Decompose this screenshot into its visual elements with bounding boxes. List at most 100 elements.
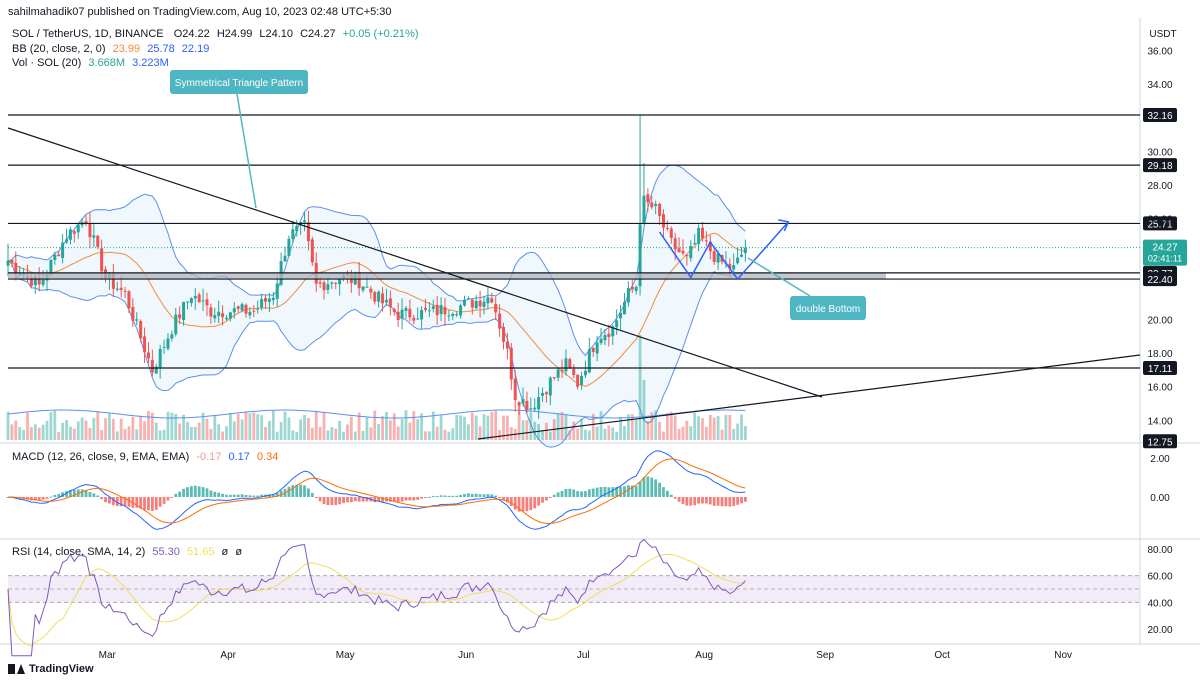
macd-histogram-bar	[115, 497, 119, 507]
level-label: 17.11	[1148, 364, 1173, 375]
macd-y-tick-label: 2.00	[1150, 454, 1170, 465]
candle-body	[607, 333, 611, 338]
macd-histogram-bar	[119, 497, 123, 507]
macd-histogram-bar	[521, 497, 525, 512]
candle-body	[357, 272, 361, 289]
candle-body	[408, 308, 412, 318]
candle-body	[455, 314, 459, 316]
candle-body	[517, 402, 521, 406]
macd-histogram-bar	[92, 493, 96, 497]
rsi-legend: RSI (14, close, SMA, 14, 2) 55.30 51.65 …	[12, 546, 246, 558]
volume-bar	[283, 411, 287, 440]
macd-histogram-bar	[681, 497, 685, 504]
volume-ma-line	[7, 409, 746, 419]
macd-histogram-bar	[342, 497, 345, 504]
volume-bars	[6, 335, 747, 440]
volume-bar	[396, 426, 400, 440]
volume-bar	[654, 410, 658, 440]
volume-bar	[346, 424, 349, 440]
descending-trendline	[7, 127, 823, 398]
volume-bar	[435, 426, 439, 440]
macd-histogram-bar	[104, 497, 107, 503]
macd-histogram-bar	[619, 486, 622, 497]
volume-bar	[96, 411, 100, 440]
candle-body	[248, 311, 252, 316]
candle-body	[334, 282, 338, 284]
candle-body	[256, 308, 260, 310]
macd-label: MACD (12, 26, close, 9, EMA, EMA)	[12, 451, 190, 463]
candle-body	[603, 334, 607, 341]
candle-body	[232, 308, 236, 313]
volume-bar	[545, 422, 548, 440]
candle-body	[377, 291, 381, 302]
volume-bar	[232, 421, 236, 440]
candle-body	[420, 309, 424, 320]
volume-bar	[427, 431, 431, 440]
candle-body	[685, 254, 689, 257]
volume-bar	[439, 415, 443, 440]
volume-bar	[193, 427, 197, 440]
macd-histogram-bar	[41, 497, 45, 500]
price-axis: 32.1629.1825.7122.7722.4017.1112.7536.00…	[1143, 29, 1187, 636]
candle-body	[217, 311, 221, 317]
macd-histogram-bar	[154, 497, 158, 510]
volume-bar	[201, 412, 205, 440]
candle-body	[470, 299, 474, 308]
candle-body	[139, 321, 143, 339]
macd-histogram-bar	[693, 497, 697, 506]
volume-bar	[642, 380, 646, 440]
volume-bar	[408, 422, 412, 440]
macd-histogram-bar	[470, 493, 474, 497]
annotation-box	[790, 296, 866, 320]
volume-bar	[708, 414, 712, 440]
candle-body	[76, 224, 80, 233]
rsi-y-tick-label: 40.00	[1147, 598, 1172, 609]
candle-body	[84, 221, 88, 224]
volume-bar	[349, 416, 353, 440]
volume-bar	[385, 412, 388, 440]
volume-bar	[84, 420, 88, 440]
volume-bar	[307, 418, 310, 440]
volume-bar	[248, 413, 252, 440]
volume-bar	[584, 429, 587, 440]
volume-bar	[69, 426, 72, 440]
macd-histogram-bar	[431, 495, 435, 497]
volume-bar	[619, 417, 622, 440]
macd-histogram-bar	[299, 484, 303, 497]
macd-histogram-bar	[537, 497, 541, 506]
bb-legend: BB (20, close, 2, 0) 23.99 25.78 22.19	[12, 43, 213, 55]
candle-body	[447, 315, 451, 317]
volume-bar	[740, 414, 743, 440]
candle-body	[502, 326, 506, 342]
macd-histogram-bar	[697, 497, 700, 504]
macd-histogram-bar	[732, 497, 736, 507]
volume-bar	[334, 428, 338, 440]
macd-histogram-bar	[513, 497, 517, 510]
candle-body	[638, 224, 642, 287]
volume-bar	[599, 411, 603, 440]
volume-bar	[182, 414, 185, 440]
candle-body	[275, 283, 279, 299]
tradingview-logo[interactable]: TradingView	[8, 663, 94, 675]
macd-histogram-bar	[69, 489, 72, 497]
candle-body	[580, 376, 584, 385]
rsi-ma-value: 51.65	[186, 546, 215, 558]
candle-body	[135, 319, 139, 321]
macd-histogram-bar	[209, 490, 213, 497]
macd-histogram-bar	[186, 487, 189, 497]
macd-histogram-bar	[252, 495, 256, 497]
volume-bar	[474, 415, 478, 440]
bb-upper-value: 25.78	[147, 43, 175, 55]
candle-body	[704, 240, 708, 242]
volume-bar	[92, 417, 96, 440]
candle-body	[650, 202, 654, 208]
volume-bar	[225, 426, 228, 440]
macd-histogram-bar	[603, 486, 607, 497]
macd-histogram-bar	[708, 497, 712, 505]
volume-bar	[564, 414, 568, 440]
volume-bar	[431, 411, 435, 440]
volume-bar	[630, 414, 634, 440]
y-tick-label: 14.00	[1147, 416, 1172, 427]
candle-body	[494, 304, 498, 313]
